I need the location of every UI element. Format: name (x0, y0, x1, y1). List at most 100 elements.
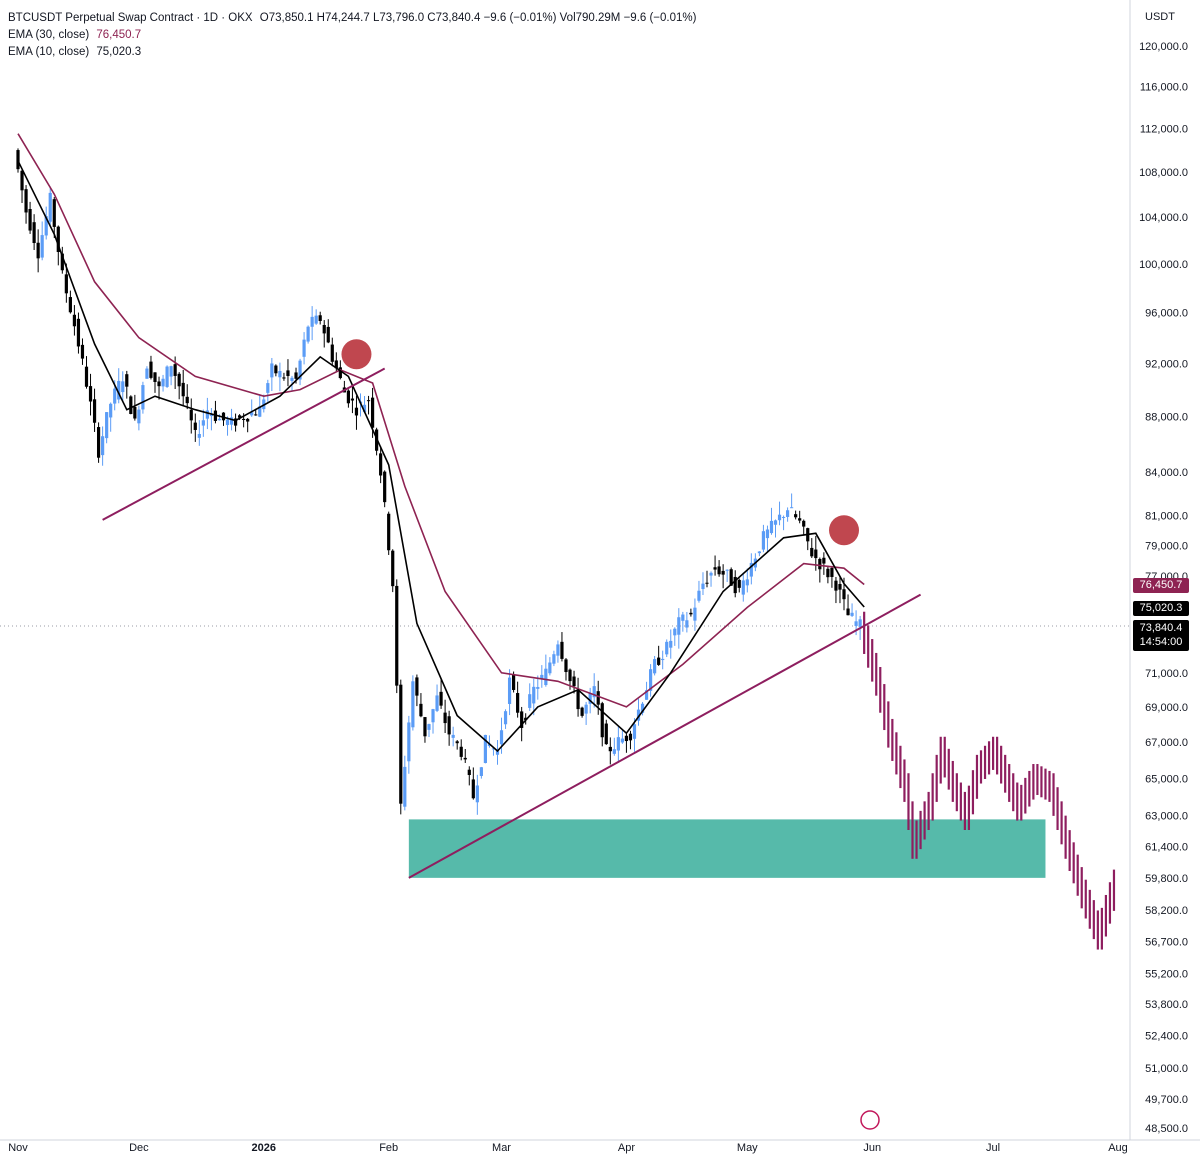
candle-body (584, 704, 588, 714)
candle-body (822, 557, 826, 564)
candle-body (483, 734, 487, 764)
candle-body (181, 382, 185, 397)
candle-body (495, 750, 500, 755)
candle-body (258, 406, 262, 417)
price-tick-label: 104,000.0 (1139, 212, 1188, 224)
candle-body (407, 722, 411, 762)
candle-body (435, 695, 439, 711)
trendline (408, 593, 922, 879)
candle-body (604, 723, 608, 745)
candle-body (427, 724, 431, 730)
symbol-title: BTCUSDT Perpetual Swap Contract · 1D · O… (8, 12, 253, 24)
candle-body (713, 567, 717, 570)
candle-body (467, 769, 471, 775)
time-tick-label: Mar (492, 1142, 511, 1154)
candle-body (717, 566, 721, 575)
candle-body (745, 579, 749, 586)
candle-body (28, 209, 32, 231)
candle-body (125, 374, 129, 387)
price-tick-label: 61,400.0 (1145, 841, 1188, 853)
ema30-label: EMA (30, close) (8, 29, 90, 41)
candle-body (225, 419, 230, 426)
ema10-legend[interactable]: EMA (10, close) 75,020.3 (8, 44, 696, 61)
candle-body (84, 366, 89, 387)
candle-body (600, 703, 604, 738)
candle-body (395, 585, 399, 686)
candle-body (322, 324, 326, 334)
currency-label[interactable]: USDT (1145, 11, 1175, 23)
candle-body (201, 420, 205, 426)
candle-body (785, 510, 790, 517)
candle-body (552, 654, 556, 664)
price-tick-label: 108,000.0 (1139, 167, 1188, 179)
candle-body (399, 684, 403, 804)
ema30-legend[interactable]: EMA (30, close) 76,450.7 (8, 27, 696, 44)
candle-body (568, 669, 572, 682)
candle-body (16, 150, 20, 170)
candle-body (499, 730, 504, 745)
candle-body (592, 686, 596, 698)
candle-body (391, 550, 395, 587)
candle-body (761, 531, 766, 550)
candle-body (233, 418, 238, 426)
price-tick-label: 92,000.0 (1145, 358, 1188, 370)
candle-body (572, 676, 576, 687)
price-tick-label: 112,000.0 (1140, 123, 1188, 135)
price-tick-label: 49,700.0 (1145, 1094, 1188, 1106)
candle-body (229, 417, 234, 425)
price-tick-label: 100,000.0 (1139, 259, 1188, 271)
candle-body (387, 513, 391, 551)
ema10-label: EMA (10, close) (8, 46, 90, 58)
candle-body (165, 366, 169, 387)
candle-body (459, 746, 463, 757)
candle-body (649, 669, 653, 691)
candle-body (185, 396, 189, 404)
candle-body (290, 377, 294, 381)
price-tick-label: 88,000.0 (1145, 411, 1188, 423)
candle-body (439, 691, 443, 706)
chart-legend: BTCUSDT Perpetual Swap Contract · 1D · O… (8, 10, 696, 61)
candle-body (516, 693, 520, 713)
candle-body (169, 366, 173, 377)
ema10-price-tag: 75,020.3 (1133, 601, 1189, 616)
ema30-price-tag: 76,450.7 (1133, 578, 1189, 593)
candle-body (334, 360, 338, 369)
candle-body (689, 612, 693, 615)
candle-body (507, 677, 512, 704)
candle-body (560, 641, 564, 659)
bar-countdown: 14:54:00 (1139, 636, 1183, 648)
candle-body (379, 453, 383, 476)
candle-body (777, 514, 782, 521)
candle-body (105, 412, 109, 439)
candle-body (544, 668, 548, 686)
candle-body (383, 471, 387, 503)
candle-body (653, 659, 657, 674)
candle-body (741, 580, 745, 595)
candle-body (189, 409, 193, 421)
price-tick-label: 55,200.0 (1145, 968, 1188, 980)
time-tick-label: Feb (379, 1142, 398, 1154)
candle-body (548, 662, 552, 674)
symbol-row: BTCUSDT Perpetual Swap Contract · 1D · O… (8, 10, 696, 27)
candle-body (781, 516, 786, 518)
time-tick-label: Aug (1108, 1142, 1128, 1154)
candle-body (814, 549, 818, 559)
time-tick-label: Apr (618, 1142, 635, 1154)
candle-body (669, 640, 673, 648)
candle-body (640, 703, 645, 713)
candle-body (96, 427, 101, 458)
candle-body (350, 398, 355, 401)
candle-body (36, 242, 40, 259)
candle-body (644, 690, 649, 700)
candle-body (532, 686, 536, 704)
candle-body (588, 692, 592, 704)
candle-body (794, 514, 798, 518)
candle-body (173, 364, 177, 376)
candle-body (270, 363, 274, 378)
price-tick-label: 65,000.0 (1145, 773, 1188, 785)
candle-body (76, 318, 81, 347)
candle-body (205, 410, 209, 419)
price-tick-label: 69,000.0 (1145, 702, 1188, 714)
